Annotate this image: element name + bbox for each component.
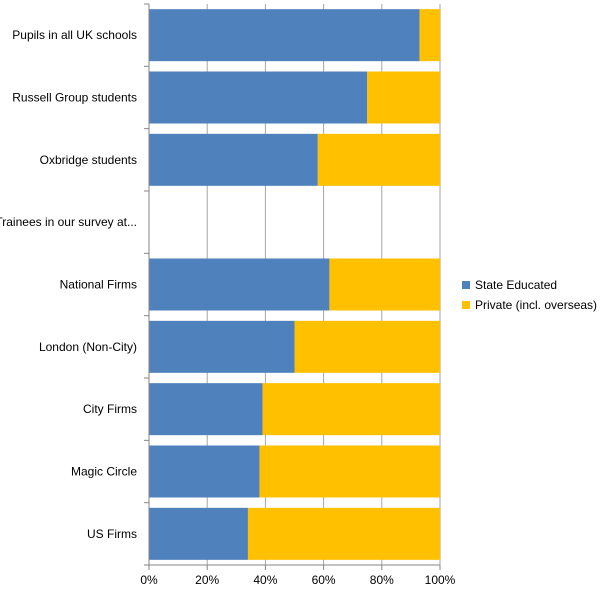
x-tick-label: 20% — [195, 573, 219, 587]
x-tick-label: 80% — [370, 573, 394, 587]
category-label: Magic Circle — [71, 465, 137, 479]
axes — [144, 3, 441, 570]
bar-segment-state-educated — [149, 71, 368, 124]
bar-segment-private — [317, 133, 440, 186]
bar-segment-private — [247, 507, 440, 560]
bar-segment-private — [329, 258, 440, 311]
bar-segment-state-educated — [149, 133, 318, 186]
category-label: US Firms — [87, 527, 137, 541]
legend-swatch — [462, 281, 470, 289]
bars — [149, 9, 440, 560]
legend-label: State Educated — [475, 278, 557, 292]
category-label: Russell Group students — [12, 91, 137, 105]
bar-segment-state-educated — [149, 320, 295, 373]
category-label: Trainees in our survey at... — [0, 215, 137, 229]
category-label: Oxbridge students — [40, 153, 137, 167]
x-tick-label: 60% — [312, 573, 336, 587]
bar-segment-private — [262, 383, 440, 436]
legend-swatch — [462, 301, 470, 309]
bar-segment-state-educated — [149, 258, 330, 311]
bar-segment-private — [367, 71, 440, 124]
bar-segment-private — [419, 9, 440, 62]
bar-segment-state-educated — [149, 383, 263, 436]
legend: State Educated Private (incl. overseas) — [462, 278, 597, 312]
x-tick-labels: 0% 20% 40% 60% 80% 100% — [140, 573, 455, 587]
category-labels: Pupils in all UK schools Russell Group st… — [0, 28, 137, 541]
bar-segment-private — [259, 445, 440, 498]
bar-segment-private — [294, 320, 440, 373]
bar-segment-state-educated — [149, 9, 420, 62]
category-label: London (Non-City) — [39, 340, 137, 354]
category-label: National Firms — [60, 278, 137, 292]
x-tick-label: 100% — [425, 573, 456, 587]
legend-label: Private (incl. overseas) — [475, 298, 597, 312]
x-tick-label: 0% — [140, 573, 158, 587]
category-label: Pupils in all UK schools — [12, 28, 137, 42]
x-tick-label: 40% — [253, 573, 277, 587]
bar-segment-state-educated — [149, 445, 260, 498]
category-label: City Firms — [83, 402, 137, 416]
bar-segment-state-educated — [149, 507, 248, 560]
